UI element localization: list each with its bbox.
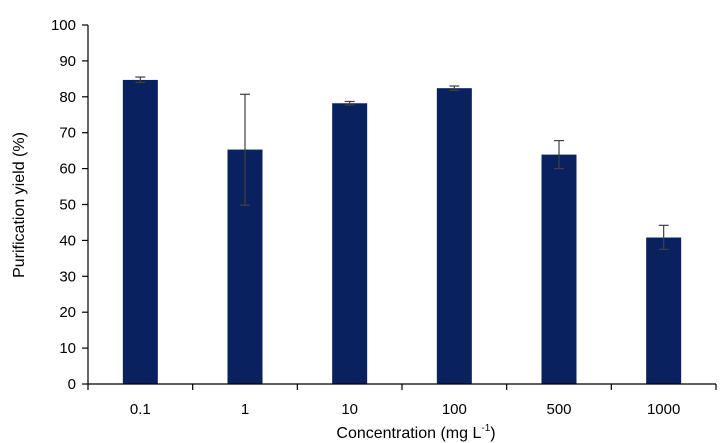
x-tick-label: 1 bbox=[241, 401, 249, 418]
x-axis-ticks bbox=[87, 384, 717, 390]
bar-1000 bbox=[646, 237, 682, 384]
y-tick-label: 20 bbox=[59, 304, 76, 321]
error-bars bbox=[135, 76, 669, 250]
x-axis-title: Concentration (mg L-1) bbox=[336, 423, 495, 442]
bars bbox=[122, 79, 682, 385]
x-tick-label: 0.1 bbox=[130, 401, 151, 418]
y-tick-label: 80 bbox=[59, 89, 76, 106]
y-tick-label: 100 bbox=[51, 17, 76, 34]
y-tick-label: 90 bbox=[59, 53, 76, 70]
x-axis-title-end: ) bbox=[490, 425, 495, 442]
y-tick-label: 50 bbox=[59, 197, 76, 214]
bar-0.1 bbox=[122, 79, 158, 384]
x-axis-tick-labels: 0.1 1 10 100 500 1000 bbox=[130, 401, 680, 418]
x-tick-label: 100 bbox=[442, 401, 467, 418]
x-axis-title-main: Concentration (mg L bbox=[336, 425, 481, 442]
y-tick-label: 30 bbox=[59, 268, 76, 285]
x-tick-label: 10 bbox=[341, 401, 358, 418]
y-axis-ticks bbox=[82, 24, 88, 385]
x-tick-label: 500 bbox=[546, 401, 571, 418]
y-tick-label: 0 bbox=[68, 376, 76, 393]
bar-10 bbox=[332, 103, 368, 385]
y-tick-label: 40 bbox=[59, 232, 76, 249]
y-axis-tick-labels: 0 10 20 30 40 50 60 70 80 90 100 bbox=[51, 17, 76, 393]
y-tick-label: 60 bbox=[59, 161, 76, 178]
x-tick-label: 1000 bbox=[647, 401, 680, 418]
y-axis-title: Purification yield (%) bbox=[11, 132, 28, 278]
y-tick-label: 70 bbox=[59, 125, 76, 142]
y-tick-label: 10 bbox=[59, 340, 76, 357]
x-axis-title-superscript: -1 bbox=[481, 423, 490, 434]
bar-500 bbox=[541, 154, 577, 384]
bar-100 bbox=[436, 88, 472, 385]
